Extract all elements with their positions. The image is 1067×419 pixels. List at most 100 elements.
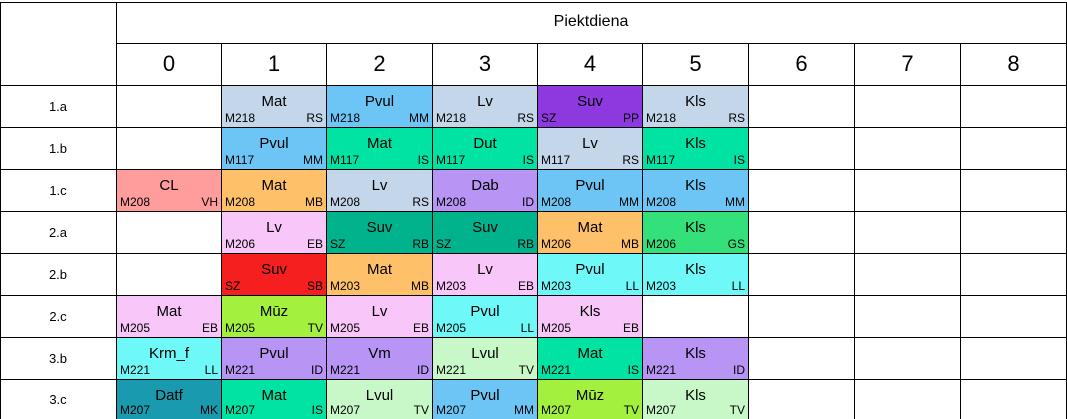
lesson-subject: Kls	[685, 93, 706, 110]
grid-line	[0, 127, 1067, 128]
lesson-room: M221	[330, 363, 361, 377]
lesson-subject: Kls	[685, 177, 706, 194]
lesson-cell: Lv M208 RS	[327, 170, 432, 211]
lesson-room: M208	[330, 195, 361, 209]
lesson-room: M205	[541, 321, 572, 335]
lesson-cell: Suv SZ RB	[327, 212, 432, 253]
class-label: 3.b	[48, 351, 68, 366]
empty-cell	[855, 380, 960, 419]
lesson-cell: Dut M117 IS	[433, 128, 537, 169]
lesson-subject: Mat	[156, 303, 182, 320]
lesson-subject: Lvul	[365, 387, 394, 404]
lesson-subject: Pvul	[470, 303, 500, 320]
lesson-room: M117	[436, 153, 466, 167]
lesson-teacher: EB	[306, 237, 323, 251]
lesson-cell: CL M208 VH	[117, 170, 221, 211]
lesson-subject: Lv	[477, 93, 493, 110]
lesson-room: M206	[225, 237, 256, 251]
lesson-subject: Suv	[366, 219, 393, 236]
lesson-teacher: SB	[306, 279, 323, 293]
lesson-teacher: LL	[625, 279, 639, 293]
lesson-subject: Mat	[261, 387, 287, 404]
grid-line	[326, 43, 327, 419]
lesson-room: M203	[330, 279, 361, 293]
grid-line	[642, 43, 643, 419]
lesson-room: M206	[541, 237, 572, 251]
lesson-subject: Kls	[685, 387, 706, 404]
lesson-cell: Mat M206 MB	[538, 212, 642, 253]
empty-cell	[749, 338, 854, 379]
lesson-subject: Pvul	[575, 177, 605, 194]
lesson-subject: Mūz	[575, 387, 605, 404]
lesson-cell: Pvul M117 MM	[222, 128, 326, 169]
lesson-room: M117	[541, 153, 571, 167]
lesson-teacher: MB	[621, 237, 639, 251]
lesson-subject: Suv	[261, 261, 287, 278]
empty-cell	[855, 170, 960, 211]
lesson-cell: Lvul M221 TV	[433, 338, 537, 379]
lesson-room: M208	[120, 195, 151, 209]
lesson-room: M221	[120, 363, 151, 377]
lesson-subject: Suv	[472, 219, 498, 236]
lesson-teacher: RS	[306, 111, 323, 125]
lesson-teacher: RS	[517, 111, 534, 125]
lesson-cell: Mūz M205 TV	[222, 296, 326, 337]
lesson-room: M207	[436, 403, 467, 417]
lesson-room: SZ	[225, 279, 241, 293]
empty-cell	[961, 380, 1066, 419]
lesson-cell: Lv M117 RS	[538, 128, 642, 169]
lesson-cell: Kls M208 MM	[643, 170, 748, 211]
lesson-teacher: MB	[305, 195, 323, 209]
lesson-room: M208	[541, 195, 572, 209]
lesson-subject: Mat	[261, 93, 287, 110]
empty-cell	[961, 128, 1066, 169]
lesson-teacher: IS	[733, 153, 745, 167]
lesson-cell: Kls M203 LL	[643, 254, 748, 295]
grid-line	[0, 169, 1067, 170]
lesson-subject: Lv	[266, 219, 282, 236]
period-header: 7	[901, 51, 914, 76]
lesson-cell: Kls M207 TV	[643, 380, 748, 419]
grid-line	[432, 43, 433, 419]
lesson-subject: Pvul	[259, 135, 289, 152]
empty-cell	[855, 212, 960, 253]
lesson-teacher: IS	[627, 363, 639, 377]
lesson-room: M203	[646, 279, 677, 293]
lesson-subject: Pvul	[470, 387, 500, 404]
lesson-subject: Pvul	[364, 93, 395, 110]
lesson-subject: Dut	[473, 135, 497, 152]
lesson-cell: Dab M208 ID	[433, 170, 537, 211]
lesson-subject: Krm_f	[148, 345, 189, 362]
lesson-room: M203	[436, 279, 467, 293]
lesson-cell: Pvul M218 MM	[327, 86, 432, 127]
class-label: 3.c	[49, 392, 67, 407]
lesson-subject: Lv	[477, 261, 493, 278]
empty-cell	[117, 212, 221, 253]
lesson-teacher: RS	[622, 153, 639, 167]
lesson-teacher: TV	[623, 403, 639, 417]
class-label: 1.a	[48, 99, 68, 114]
lesson-subject: Dab	[471, 177, 499, 194]
lesson-teacher: EB	[517, 279, 534, 293]
lesson-teacher: RS	[412, 195, 429, 209]
empty-cell	[117, 128, 221, 169]
lesson-cell: Kls M205 EB	[538, 296, 642, 337]
lesson-teacher: RB	[517, 237, 534, 251]
empty-cell	[961, 296, 1066, 337]
lesson-teacher: EB	[622, 321, 639, 335]
grid-line	[0, 337, 1067, 338]
lesson-room: M206	[646, 237, 677, 251]
grid-line	[854, 43, 855, 419]
lesson-room: M203	[541, 279, 572, 293]
lesson-subject: Datf	[155, 387, 183, 404]
lesson-teacher: IS	[417, 153, 429, 167]
grid-line	[537, 43, 538, 419]
lesson-subject: Kls	[685, 345, 706, 362]
lesson-room: M207	[646, 403, 677, 417]
lesson-subject: Mat	[261, 177, 287, 194]
lesson-room: M221	[541, 363, 572, 377]
lesson-teacher: EB	[201, 321, 218, 335]
empty-cell	[117, 86, 221, 127]
lesson-subject: Pvul	[259, 345, 289, 362]
